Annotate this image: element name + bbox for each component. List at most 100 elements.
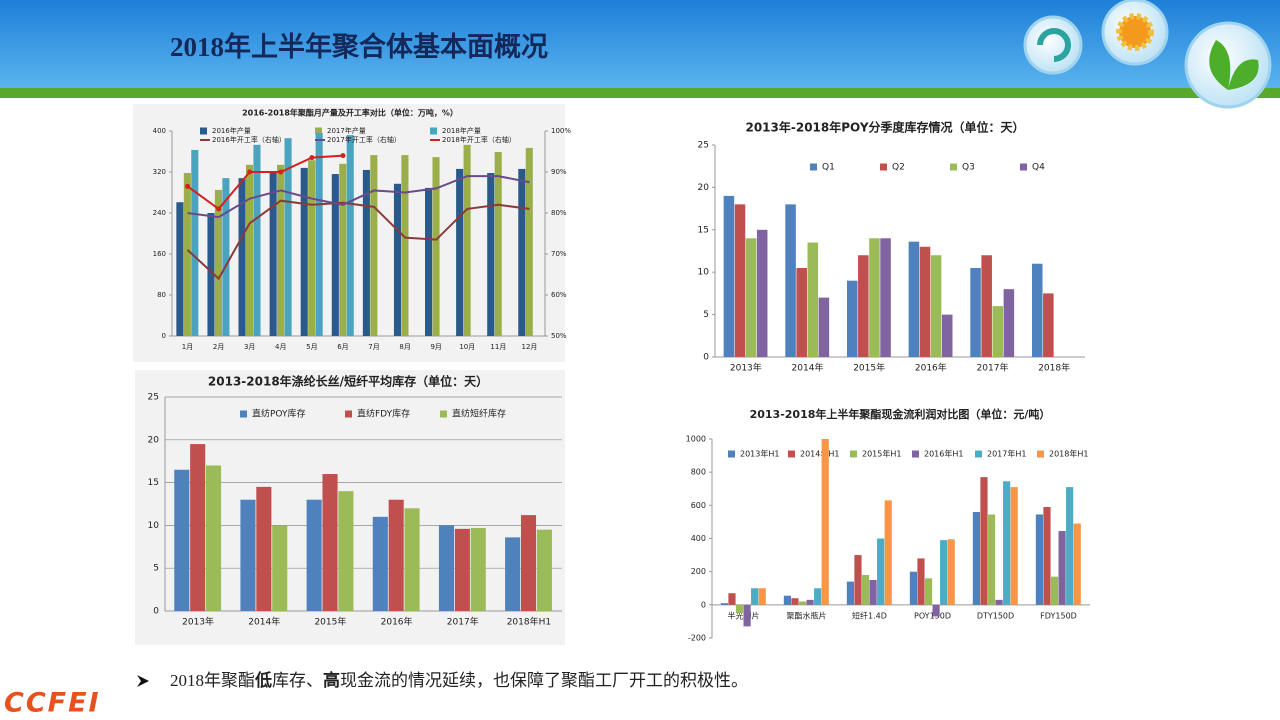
bar <box>756 229 768 357</box>
y2-tick-label: 50% <box>551 332 567 340</box>
x-tick-label: 12月 <box>521 343 537 351</box>
legend-label: 2018年开工率（右轴） <box>442 135 516 144</box>
legend-label: 2017年产量 <box>327 126 366 135</box>
header-stripe <box>0 88 1280 98</box>
bar <box>884 500 892 605</box>
bar <box>995 599 1003 605</box>
x-tick-label: 2015年 <box>853 362 885 374</box>
legend-swatch <box>200 127 207 135</box>
bar <box>941 314 953 357</box>
bar <box>909 571 918 605</box>
marker <box>185 183 191 189</box>
x-tick-label: 2018年 <box>1038 362 1070 374</box>
y-tick-label: 25 <box>698 141 709 151</box>
y-tick-label: 400 <box>153 127 166 135</box>
y2-tick-label: 70% <box>551 250 567 258</box>
y-tick-label: 15 <box>148 478 159 488</box>
y-tick-label: 200 <box>691 567 706 576</box>
y-tick-label: 160 <box>153 250 166 258</box>
slide-title: 2018年上半年聚合体基本面概况 <box>170 31 548 62</box>
chart-title: 2013-2018年涤纶长丝/短纤平均库存（单位：天） <box>208 374 488 389</box>
x-tick-label: 7月 <box>368 343 379 351</box>
x-tick-label: 3月 <box>244 343 255 351</box>
bar <box>505 537 521 611</box>
legend-swatch <box>912 450 919 458</box>
marker <box>309 155 315 161</box>
legend-label: 2016年开工率（右轴） <box>212 135 286 144</box>
bar <box>758 588 766 605</box>
bar <box>734 204 746 357</box>
line <box>186 199 530 281</box>
bar <box>401 155 409 336</box>
x-tick-label: 2013年 <box>182 616 214 628</box>
bar <box>1010 487 1018 605</box>
bar <box>315 133 323 336</box>
bar <box>908 241 920 357</box>
x-tick-label: 2月 <box>213 343 224 351</box>
bar <box>331 174 339 336</box>
bar <box>463 144 471 336</box>
y-tick-label: 0 <box>162 332 166 340</box>
line <box>186 154 344 211</box>
bar <box>791 598 799 605</box>
x-tick-label: 短纤1.4D <box>852 610 887 620</box>
bar <box>972 511 981 605</box>
legend-label: 2017年开工率（右轴） <box>327 135 401 144</box>
bar <box>536 529 552 611</box>
y-tick-label: 800 <box>691 468 706 477</box>
legend-label: 直纺POY库存 <box>252 408 306 420</box>
bar <box>992 306 1004 357</box>
bar <box>393 183 402 336</box>
bar <box>207 213 215 336</box>
bar <box>821 439 829 605</box>
bar <box>869 579 877 605</box>
deco-sun <box>1116 13 1154 51</box>
bar <box>723 195 735 357</box>
y-tick-label: 0 <box>153 607 159 617</box>
bar <box>240 499 256 611</box>
bar <box>930 255 942 357</box>
bar <box>796 267 807 357</box>
bar <box>917 558 925 605</box>
legend-swatch <box>440 410 447 418</box>
bar <box>785 204 796 357</box>
legend-label: 2015年H1 <box>862 449 901 459</box>
line <box>187 175 530 219</box>
legend-label: Q1 <box>822 163 835 173</box>
y2-tick-label: 60% <box>551 291 567 299</box>
bar <box>214 189 222 336</box>
deco-leaf <box>1209 40 1259 90</box>
bar <box>1066 487 1074 605</box>
legend-label: 直纺FDY库存 <box>357 408 410 420</box>
y2-tick-label: 90% <box>551 168 567 176</box>
note-text: 2018年聚酯 <box>170 671 255 690</box>
x-tick-label: FDY150D <box>1040 611 1077 620</box>
legend-label: Q2 <box>892 163 905 173</box>
legend-swatch <box>345 410 352 418</box>
legend-swatch <box>430 127 437 135</box>
y-tick-label: 80 <box>157 291 166 299</box>
legend-swatch <box>1037 450 1044 458</box>
x-tick-label: 2015年 <box>314 616 346 628</box>
bar <box>1031 263 1043 357</box>
chart-title: 2013年-2018年POY分季度库存情况（单位：天） <box>745 120 1024 135</box>
bar <box>1043 293 1054 357</box>
bar <box>190 444 206 611</box>
bar <box>518 168 526 336</box>
x-tick-label: 2016年 <box>915 362 947 374</box>
note-bold: 低 <box>254 670 272 690</box>
bar <box>932 604 940 617</box>
bar <box>980 477 988 605</box>
note: 2018年聚酯低库存、高现金流的情况延续，也保障了聚酯工厂开工的积极性。 <box>170 670 748 690</box>
x-tick-label: 9月 <box>430 343 441 351</box>
x-tick-label: 2014年 <box>248 616 280 628</box>
bar <box>987 514 996 605</box>
bar <box>981 255 992 357</box>
bar <box>940 540 948 605</box>
legend-swatch <box>240 410 247 418</box>
bar <box>869 238 880 357</box>
bar <box>525 147 533 336</box>
bar <box>947 539 955 605</box>
bar <box>858 255 869 357</box>
